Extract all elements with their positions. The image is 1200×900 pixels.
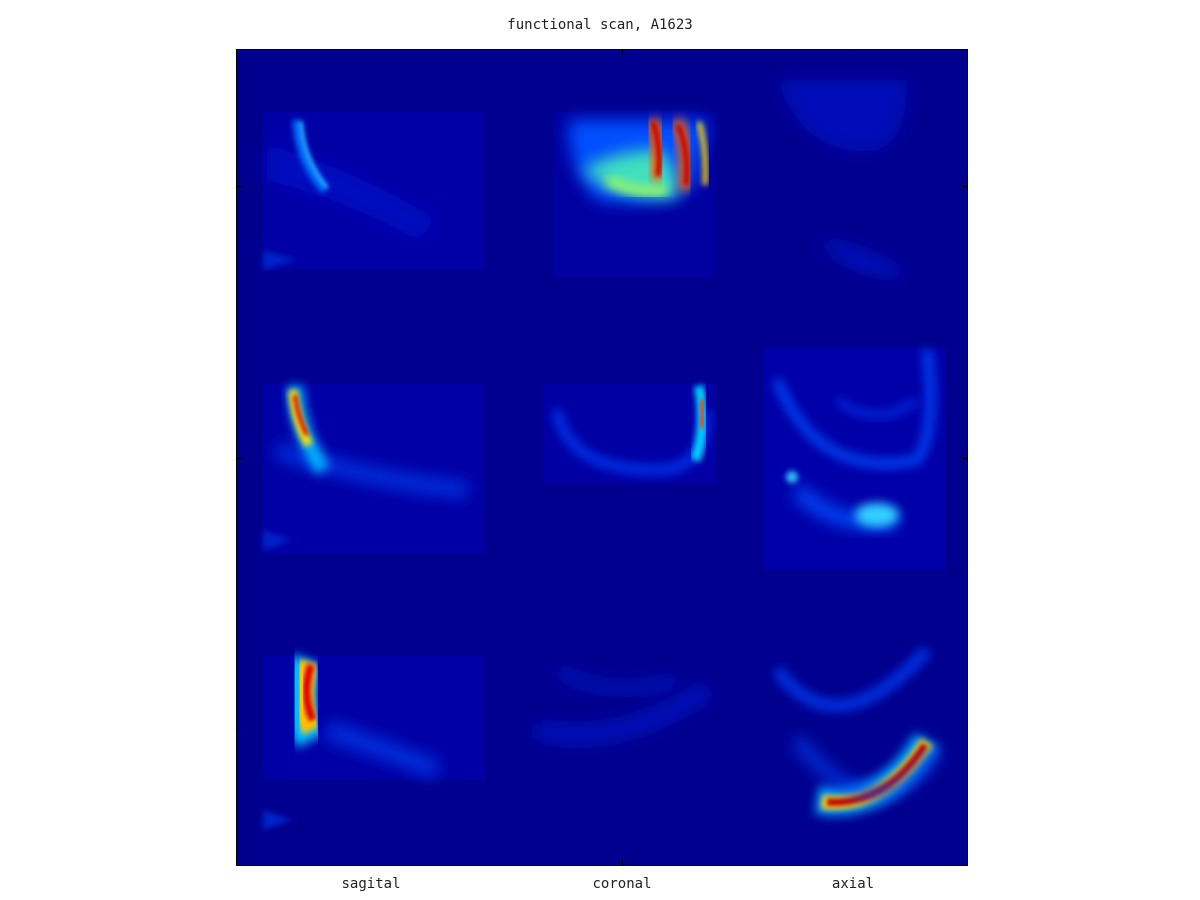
panel-coronal-row1: [553, 112, 715, 277]
figure-title: functional scan, A1623: [507, 17, 693, 33]
column-label-axial: axial: [831, 876, 875, 892]
panel-sagital-row2: [263, 384, 485, 554]
tick-top-axial: [853, 49, 854, 55]
tick-bottom-sagital: [371, 860, 372, 866]
tick-right-row3: [962, 729, 968, 730]
panel-coronal-row3: [535, 665, 712, 743]
tick-left-row2: [236, 458, 242, 459]
tick-left-row3: [236, 729, 242, 730]
tick-bottom-axial: [853, 860, 854, 866]
tick-top-sagital: [371, 49, 372, 55]
tick-top-coronal: [622, 49, 623, 55]
panel-axial-row3: [772, 645, 942, 816]
panel-sagital-row1: [263, 112, 485, 270]
tick-right-row1: [962, 186, 968, 187]
panel-sagital-row3: [263, 654, 485, 830]
scan-montage-svg: [263, 80, 945, 830]
scan-image-montage: [236, 49, 968, 866]
tick-right-row2: [962, 458, 968, 459]
tick-left-row1: [236, 186, 242, 187]
panel-coronal-row2: [543, 384, 715, 484]
panel-axial-row1: [777, 80, 907, 276]
tick-bottom-coronal: [622, 860, 623, 866]
column-label-coronal: coronal: [592, 876, 652, 892]
panel-axial-row2: [763, 347, 945, 569]
column-label-sagital: sagital: [341, 876, 401, 892]
